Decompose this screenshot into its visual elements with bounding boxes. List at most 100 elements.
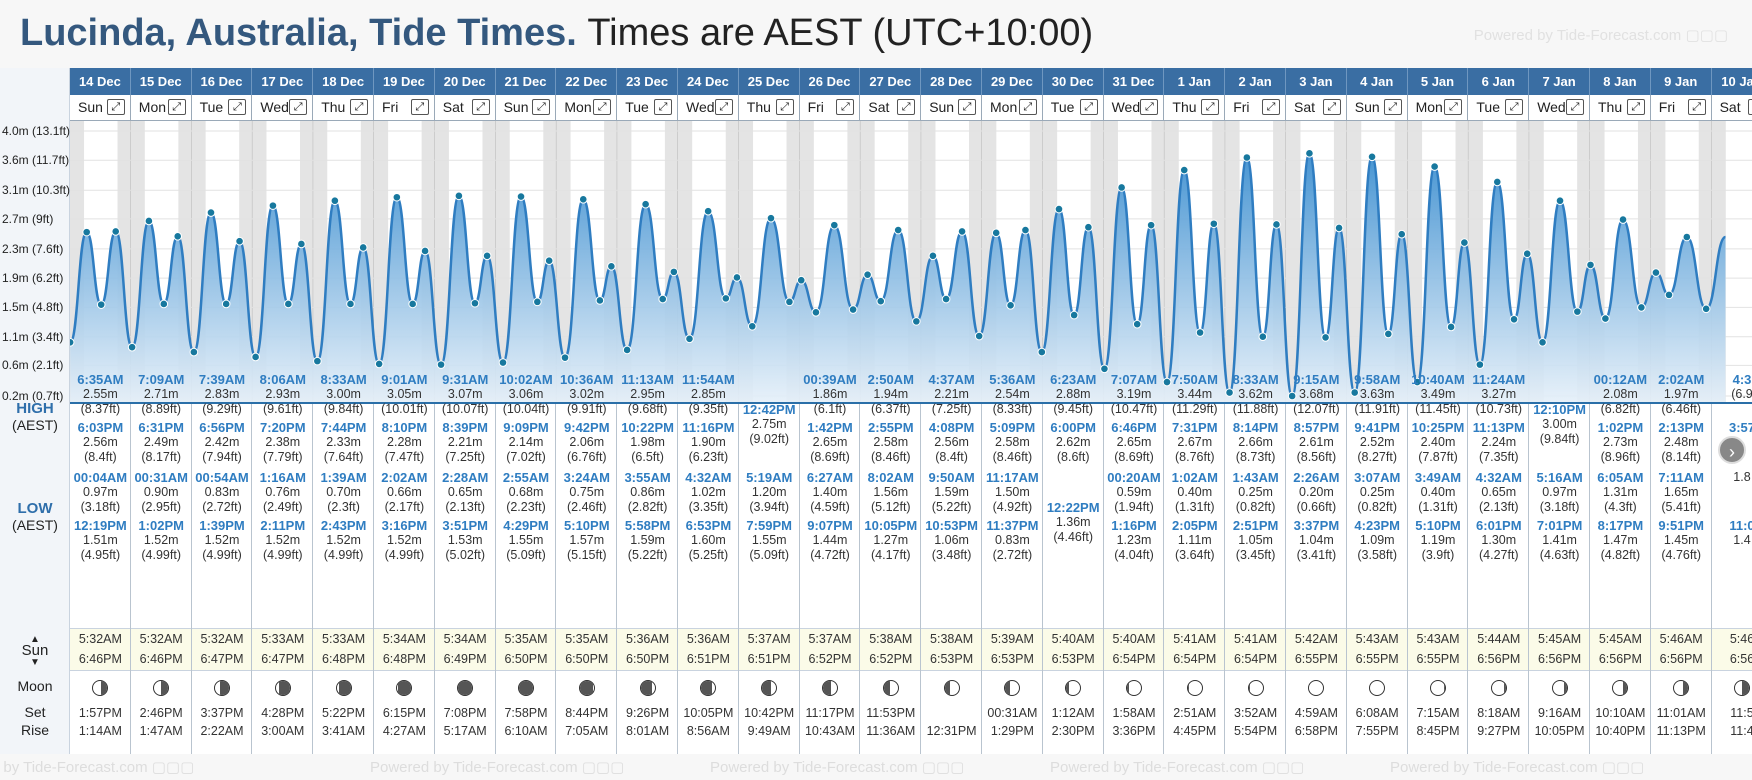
expand-icon[interactable]: ⤢ bbox=[1383, 99, 1402, 115]
powered-by-footer[interactable]: Powered by Tide-Forecast.com ▢▢▢ bbox=[1050, 759, 1305, 776]
tide-point bbox=[221, 299, 231, 309]
expand-icon[interactable]: ⤢ bbox=[349, 99, 368, 115]
low-tide-entry: 8:17PM 1.47m (4.82ft) bbox=[1590, 518, 1651, 563]
high-tide-height-ft: (6.5ft) bbox=[631, 450, 664, 464]
high-tide-height-ft: (8.33ft) bbox=[992, 402, 1033, 416]
high-tide-entry: 9:15AM 3.68m (12.07ft) bbox=[1286, 372, 1347, 417]
expand-icon[interactable]: ⤢ bbox=[653, 99, 672, 115]
expand-icon[interactable]: ⤢ bbox=[1261, 99, 1280, 115]
low-tide-height: 1.52m bbox=[143, 533, 179, 547]
low-tide-entry: 2:55AM 0.68m (2.23ft) bbox=[496, 470, 557, 515]
expand-icon[interactable]: ⤢ bbox=[1079, 99, 1098, 115]
moon-phase-icon bbox=[1734, 680, 1750, 696]
tide-point bbox=[251, 352, 260, 362]
tide-point bbox=[941, 294, 951, 304]
high-tide-height: 1.98m bbox=[630, 435, 665, 449]
high-tide-height: 3.19m bbox=[1116, 387, 1152, 401]
sunrise-time: 5:43AM bbox=[1416, 632, 1460, 646]
tide-point bbox=[685, 334, 694, 344]
powered-by-footer-text[interactable]: Powered by Tide-Forecast.com bbox=[0, 759, 148, 776]
day-of-week: Sun ⤢ bbox=[70, 95, 131, 121]
powered-by-footer[interactable]: Powered by Tide-Forecast.com ▢▢▢ bbox=[0, 758, 194, 776]
sunrise-time: 5:42AM bbox=[1294, 632, 1338, 646]
date-header: 5 Jan bbox=[1407, 68, 1469, 95]
low-tide-height: 1.52m bbox=[265, 533, 301, 547]
expand-icon[interactable]: ⤢ bbox=[897, 99, 916, 115]
expand-icon[interactable]: ⤢ bbox=[1444, 99, 1463, 115]
high-tide-entry: 7:44PM 2.33m (7.64ft) bbox=[313, 420, 374, 465]
expand-icon[interactable]: ⤢ bbox=[1018, 99, 1037, 115]
low-tide-time: 00:20AM bbox=[1107, 470, 1161, 485]
expand-icon[interactable]: ⤢ bbox=[775, 99, 794, 115]
powered-by-footer[interactable]: Powered by Tide-Forecast.com ▢▢▢ bbox=[1390, 759, 1645, 776]
expand-icon[interactable]: ⤢ bbox=[106, 99, 125, 115]
moon-rise-time: 8:45PM bbox=[1416, 724, 1460, 738]
sunset-time: 6:50PM bbox=[626, 652, 670, 666]
tide-point bbox=[876, 296, 886, 306]
low-tz-label: (AEST) bbox=[12, 517, 58, 533]
expand-icon[interactable]: ⤢ bbox=[471, 99, 490, 115]
low-tide-entry: 9:07PM 1.44m (4.72ft) bbox=[800, 518, 861, 563]
low-tide-entry: 1:39PM 1.52m (4.99ft) bbox=[192, 518, 253, 563]
expand-icon[interactable]: ⤢ bbox=[532, 99, 551, 115]
expand-icon[interactable]: ⤢ bbox=[1687, 99, 1706, 115]
sunset-time: 6:51PM bbox=[686, 652, 730, 666]
sunrise-time: 5:39AM bbox=[990, 632, 1034, 646]
expand-icon[interactable]: ⤢ bbox=[228, 99, 247, 115]
powered-by-footer-text[interactable]: Powered by Tide-Forecast.com bbox=[1050, 759, 1258, 776]
expand-icon[interactable]: ⤢ bbox=[1140, 99, 1159, 115]
day-of-week-label: Sun bbox=[929, 99, 955, 115]
low-tide-time: 11:17AM bbox=[986, 470, 1039, 485]
powered-by-footer-text[interactable]: Powered by Tide-Forecast.com bbox=[710, 759, 918, 776]
low-tide-entry: 2:05PM 1.11m (3.64ft) bbox=[1164, 518, 1225, 563]
high-tide-entry: 00:12AM 2.08m (6.82ft) bbox=[1590, 372, 1651, 417]
low-tide-time: 00:04AM bbox=[73, 470, 128, 485]
y-tick-label: 3.6m (11.7ft) bbox=[2, 153, 70, 168]
tide-point bbox=[863, 270, 872, 279]
low-tide-height-ft: (4.04ft) bbox=[1114, 548, 1154, 562]
powered-by-footer-text[interactable]: Powered by Tide-Forecast.com bbox=[370, 759, 578, 776]
powered-by-footer[interactable]: Powered by Tide-Forecast.com ▢▢▢ bbox=[370, 759, 625, 776]
high-tide-entry: 10:36AM 3.02m (9.91ft) bbox=[556, 372, 617, 417]
expand-icon[interactable]: ⤢ bbox=[1626, 99, 1645, 115]
sunrise-time: 5:33AM bbox=[261, 632, 305, 646]
moon-rise-time: 3:41AM bbox=[322, 724, 366, 738]
sunrise-time: 5:43AM bbox=[1355, 632, 1399, 646]
sunset-time: 6:56PM bbox=[1477, 652, 1521, 666]
tide-point bbox=[454, 191, 464, 201]
column-divider bbox=[920, 404, 922, 754]
day-of-week-label: Mon bbox=[138, 99, 167, 115]
tide-point bbox=[1321, 333, 1330, 342]
sunset-time: 6:53PM bbox=[930, 652, 974, 666]
expand-icon[interactable]: ⤢ bbox=[957, 99, 976, 115]
low-tide-entry: 3:16PM 1.52m (4.99ft) bbox=[374, 518, 435, 563]
y-tick-label: 4.0m (13.1ft) bbox=[2, 124, 71, 138]
expand-icon[interactable]: ⤢ bbox=[836, 99, 855, 115]
expand-icon[interactable]: ⤢ bbox=[167, 99, 186, 115]
expand-icon[interactable]: ⤢ bbox=[1201, 99, 1220, 115]
expand-icon[interactable]: ⤢ bbox=[1565, 99, 1584, 115]
powered-by-top[interactable]: Powered by Tide-Forecast.com ▢▢▢ bbox=[1473, 27, 1728, 44]
low-tide-height: 0.40m bbox=[1420, 485, 1456, 499]
scroll-right-button[interactable]: › bbox=[1718, 436, 1746, 464]
night-shade bbox=[434, 121, 449, 404]
sun-band bbox=[70, 628, 1752, 671]
moon-phase-icon bbox=[457, 680, 474, 696]
powered-by-footer-text[interactable]: Powered by Tide-Forecast.com bbox=[1390, 759, 1598, 776]
y-tick-label: 2.3m (7.6ft) bbox=[2, 241, 64, 256]
expand-icon[interactable]: ⤢ bbox=[1748, 99, 1752, 115]
high-tide-entry: 5:09PM 2.58m (8.46ft) bbox=[982, 420, 1043, 465]
column-divider bbox=[494, 404, 496, 754]
sunrise-time: 5:44AM bbox=[1477, 632, 1521, 646]
expand-icon[interactable]: ⤢ bbox=[714, 99, 733, 115]
powered-by-footer[interactable]: Powered by Tide-Forecast.com ▢▢▢ bbox=[710, 759, 965, 776]
powered-by-top-text[interactable]: Powered by Tide-Forecast.com bbox=[1473, 27, 1682, 44]
expand-icon[interactable]: ⤢ bbox=[289, 99, 308, 115]
sunrise-time: 5:41AM bbox=[1173, 632, 1217, 646]
expand-icon[interactable]: ⤢ bbox=[410, 99, 429, 115]
sunrise-time: 5:36AM bbox=[626, 632, 670, 646]
expand-icon[interactable]: ⤢ bbox=[1505, 99, 1524, 115]
expand-icon[interactable]: ⤢ bbox=[593, 99, 612, 115]
high-tide-height: 2.58m bbox=[873, 435, 909, 449]
expand-icon[interactable]: ⤢ bbox=[1322, 99, 1341, 115]
